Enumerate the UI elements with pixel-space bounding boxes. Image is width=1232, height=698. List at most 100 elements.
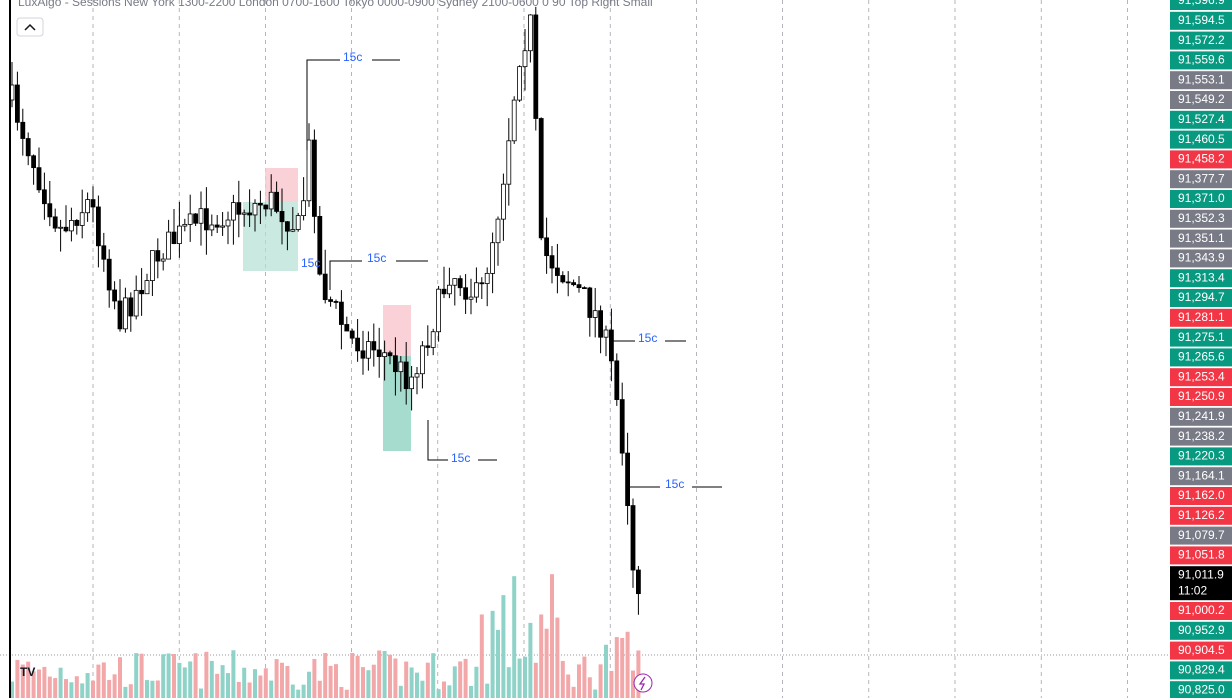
price-label-bg [1170,269,1232,288]
volume-bar [577,664,581,698]
volume-bar [517,658,522,698]
candle [630,505,636,571]
price-label: 91,238.2 [1178,429,1225,443]
volume-bar [155,680,160,698]
candle [149,250,155,281]
volume-bar [458,661,463,698]
candle [419,345,425,375]
volume-bar [344,689,349,698]
candle [160,258,166,262]
candle [511,99,517,142]
price-label-bg [1170,407,1232,426]
candle [441,288,447,295]
price-label: 91,164.1 [1178,468,1225,482]
price-label: 91,553.1 [1178,72,1225,86]
volume-bar [231,650,236,698]
candle [106,258,112,291]
price-label: 91,527.4 [1178,112,1225,126]
candle [403,361,409,390]
candle [112,289,117,302]
volume-bar [47,676,52,698]
price-label: 91,572.2 [1178,33,1225,47]
candle [25,138,31,157]
price-label-bg [1170,289,1232,307]
candle [96,206,101,247]
volume-bar [393,658,398,698]
candle [36,167,42,191]
candle [506,140,512,185]
level-line [329,260,428,290]
volume-bar [404,661,409,698]
volume-bar [226,673,230,698]
price-label-bg [1170,368,1232,387]
volume-bar [69,682,74,698]
volume-bar [479,614,484,698]
price-label-bg [1170,229,1232,248]
candle [268,191,274,210]
volume-bar [398,685,403,698]
candle [490,242,496,274]
candle [468,296,474,300]
volume-bar [269,680,274,698]
volume-bar [436,689,441,698]
candle [500,183,506,220]
candle [533,14,539,119]
candle [625,452,630,506]
alert-icon[interactable] [633,673,653,693]
volume-bar [96,664,101,698]
candle [555,267,560,276]
candle [382,352,388,358]
candle [538,118,544,239]
candle [133,289,139,317]
volume-bar [323,652,328,698]
price-label: 91,079.7 [1178,528,1225,542]
volume-bar [280,662,284,698]
candle [209,224,215,231]
volume-bar [555,617,560,698]
candle [522,50,528,68]
candle [414,373,420,378]
volume-bar [593,689,598,698]
volume-bar [355,655,360,698]
volume-bar [614,637,619,698]
annotation: 15c [665,477,684,491]
volume-bar [550,574,554,698]
volume-bar [242,667,247,698]
candle [398,361,404,373]
price-label-bg [1170,427,1232,446]
candle [409,376,415,390]
volume-bar [334,664,338,698]
volume-bar [31,671,36,698]
price-label-bg [1170,487,1232,505]
price-label: 90,829.4 [1178,663,1225,677]
candle [220,225,226,228]
collapse-button[interactable] [16,17,44,37]
candle [544,237,549,257]
candle [247,212,253,216]
candle [225,219,231,227]
volume-bar [150,680,155,698]
volume-bar [312,659,317,698]
candle [344,324,350,332]
candle [139,289,145,295]
candle [463,287,469,300]
candle [171,231,177,245]
price-label: 91,594.5 [1178,13,1225,27]
price-label: 91,351.1 [1178,231,1225,245]
candle [322,273,328,301]
candle [74,220,80,226]
candle [436,288,442,333]
price-label: 91,549.2 [1178,92,1225,106]
price-label-bg [1170,150,1232,169]
candle [263,204,269,210]
candle [603,329,609,338]
candle [295,215,301,230]
price-label-bg [1170,348,1232,367]
price-label-bg [1170,388,1232,406]
price-label-bg [1170,447,1232,466]
volume-bar [366,670,371,698]
volume-bar [247,682,252,698]
annotation: 15c [638,331,657,345]
volume-bar [53,678,58,698]
candle [203,208,209,231]
